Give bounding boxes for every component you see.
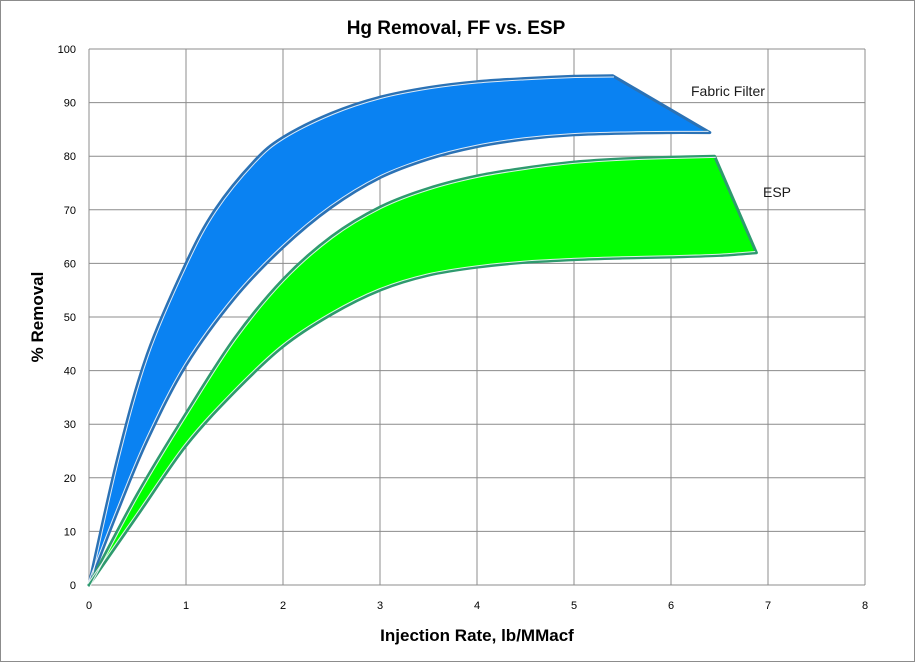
y-tick-label-10: 10 [64, 526, 76, 538]
y-tick-label-0: 0 [70, 580, 76, 592]
x-tick-label-7: 7 [765, 600, 771, 612]
y-tick-label-20: 20 [64, 473, 76, 485]
chart-title: Hg Removal, FF vs. ESP [347, 18, 566, 39]
x-axis-title: Injection Rate, lb/MMacf [380, 626, 574, 645]
esp-lower-edge [87, 251, 756, 585]
esp-band [87, 154, 758, 587]
x-tick-label-8: 8 [862, 600, 868, 612]
y-tick-label-70: 70 [64, 205, 76, 217]
x-tick-label-2: 2 [280, 600, 286, 612]
x-tick-label-0: 0 [86, 600, 92, 612]
x-tick-label-5: 5 [571, 600, 577, 612]
y-tick-label-100: 100 [58, 44, 76, 56]
esp-label: ESP [763, 184, 791, 200]
tick-labels: 0 10 20 30 40 50 60 70 80 90 100 0 1 2 3 4 5 6 7 8 [58, 44, 868, 612]
bands [87, 74, 758, 587]
y-axis-title: % Removal [28, 272, 47, 363]
y-tick-label-30: 30 [64, 419, 76, 431]
fabric-filter-label: Fabric Filter [691, 83, 765, 99]
fabric-filter-lower-edge [87, 130, 709, 584]
fabric-filter-upper-edge [89, 76, 615, 587]
fabric-filter-band [87, 74, 712, 587]
x-tick-label-4: 4 [474, 600, 480, 612]
y-tick-label-60: 60 [64, 258, 76, 270]
y-tick-label-50: 50 [64, 312, 76, 324]
y-tick-label-90: 90 [64, 98, 76, 110]
x-tick-label-6: 6 [668, 600, 674, 612]
y-tick-label-80: 80 [64, 151, 76, 163]
esp-upper-edge [89, 156, 716, 587]
x-tick-label-1: 1 [183, 600, 189, 612]
y-tick-label-40: 40 [64, 366, 76, 378]
x-tick-label-3: 3 [377, 600, 383, 612]
